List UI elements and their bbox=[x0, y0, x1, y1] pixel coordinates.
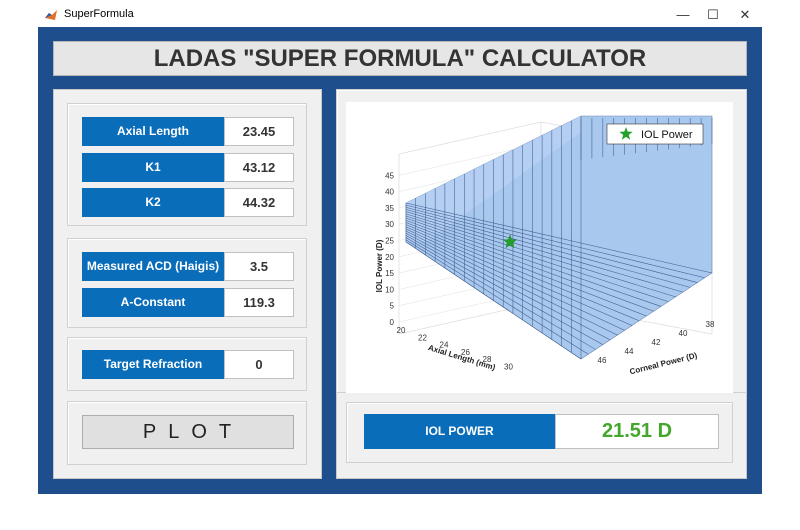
y-tick-label: 44 bbox=[625, 347, 634, 356]
mesh-line-v bbox=[405, 222, 647, 317]
iol-surface-plot[interactable]: 0 5 10 15 20 25 30 35 40 45 IOL Power (D) 20 22 24 2… bbox=[346, 102, 733, 393]
legend: IOL Power bbox=[606, 123, 704, 145]
z-tick-label: 25 bbox=[385, 237, 394, 246]
mesh-line-v bbox=[405, 211, 683, 293]
y-tick-label: 42 bbox=[652, 338, 661, 347]
maximize-icon[interactable]: ☐ bbox=[707, 7, 719, 22]
axial-length-field[interactable]: 23.45 bbox=[224, 117, 294, 146]
a-constant-field[interactable]: 119.3 bbox=[224, 288, 294, 317]
measured-acd-label: Measured ACD (Haigis) bbox=[82, 252, 224, 281]
k2-field[interactable]: 44.32 bbox=[224, 188, 294, 217]
z-tick-label: 10 bbox=[385, 285, 394, 294]
mesh-line-v bbox=[405, 237, 596, 350]
axial-length-label: Axial Length bbox=[82, 117, 224, 146]
z-tick-label: 15 bbox=[385, 269, 394, 278]
k2-label: K2 bbox=[82, 188, 224, 217]
mesh-line-v bbox=[405, 220, 654, 312]
mesh-line-v bbox=[405, 207, 698, 283]
x-tick-label: 30 bbox=[504, 363, 513, 372]
z-tick-label: 45 bbox=[385, 171, 394, 180]
x-tick-label: 28 bbox=[483, 355, 492, 364]
legend-star-icon bbox=[619, 127, 633, 140]
x-axis-ticks: 20 22 24 26 28 30 bbox=[397, 326, 514, 372]
mesh-line-v bbox=[405, 209, 691, 288]
x-tick-label: 26 bbox=[461, 348, 470, 357]
mesh-line-v bbox=[405, 204, 705, 279]
z-tick-label: 5 bbox=[390, 302, 395, 311]
matlab-app-icon bbox=[44, 8, 58, 22]
window-titlebar: SuperFormula — ☐ ✕ bbox=[38, 3, 762, 27]
a-constant-label: A-Constant bbox=[82, 288, 224, 317]
mesh-line-v bbox=[405, 230, 618, 336]
y-axis-label: Corneal Power (D) bbox=[629, 351, 699, 377]
mesh-line-v bbox=[405, 213, 676, 298]
iol-power-label: IOL POWER bbox=[364, 414, 555, 449]
z-tick-label: 0 bbox=[390, 318, 395, 327]
y-tick-label: 38 bbox=[706, 320, 715, 329]
mesh-line-v bbox=[405, 202, 713, 274]
k1-field[interactable]: 43.12 bbox=[224, 153, 294, 182]
mesh-line-v bbox=[405, 239, 589, 355]
y-axis-ticks: 38 40 42 44 46 bbox=[598, 320, 715, 365]
plot-button[interactable]: PLOT bbox=[82, 415, 294, 449]
close-icon[interactable]: ✕ bbox=[739, 7, 751, 22]
minimize-icon[interactable]: — bbox=[676, 7, 690, 22]
window-title: SuperFormula bbox=[64, 8, 134, 20]
iol-power-value: 21.51 D bbox=[555, 414, 719, 449]
mesh-line-v bbox=[405, 226, 633, 326]
z-tick-label: 20 bbox=[385, 253, 394, 262]
iol-power-marker bbox=[502, 234, 518, 249]
z-axis-label: IOL Power (D) bbox=[375, 239, 384, 292]
x-tick-label: 20 bbox=[397, 326, 406, 335]
x-tick-label: 22 bbox=[418, 333, 427, 342]
x-tick-label: 24 bbox=[440, 341, 449, 350]
mesh-line-v bbox=[405, 224, 640, 322]
mesh-line-v bbox=[405, 228, 625, 331]
measured-acd-field[interactable]: 3.5 bbox=[224, 252, 294, 281]
mesh-line-v bbox=[405, 217, 662, 307]
mesh-line-v bbox=[405, 233, 611, 341]
y-tick-label: 46 bbox=[598, 356, 607, 365]
target-refraction-field[interactable]: 0 bbox=[224, 350, 294, 379]
target-refraction-label: Target Refraction bbox=[82, 350, 224, 379]
z-tick-label: 40 bbox=[385, 188, 394, 197]
iol-surface bbox=[405, 115, 713, 360]
k1-label: K1 bbox=[82, 153, 224, 182]
mesh-line-v bbox=[405, 241, 582, 360]
z-tick-label: 35 bbox=[385, 204, 394, 213]
mesh-line-v bbox=[405, 215, 669, 302]
z-tick-label: 30 bbox=[385, 220, 394, 229]
y-tick-label: 40 bbox=[679, 329, 688, 338]
z-axis-ticks: 0 5 10 15 20 25 30 35 40 45 bbox=[385, 171, 394, 327]
mesh-line-v bbox=[405, 235, 603, 345]
page-title: LADAS "SUPER FORMULA" CALCULATOR bbox=[53, 41, 747, 76]
legend-label: IOL Power bbox=[641, 129, 693, 141]
